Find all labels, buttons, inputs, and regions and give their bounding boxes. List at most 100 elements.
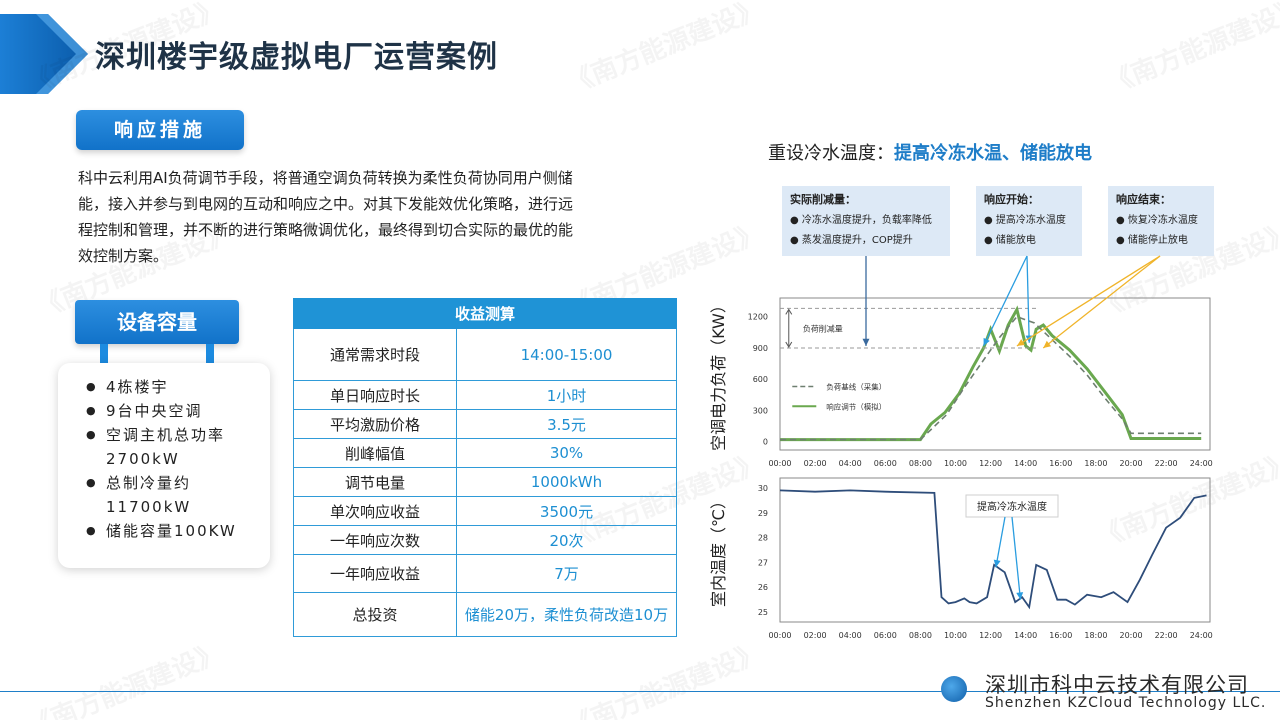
note-title: 响应结束： xyxy=(1116,193,1171,206)
x-tick-label: 14:00 xyxy=(1014,459,1037,468)
callout-arrow-temp xyxy=(1011,516,1022,600)
chart-frame-1 xyxy=(779,477,1211,623)
y-tick-label: 300 xyxy=(753,406,768,415)
right-title-prefix: 重设冷水温度： xyxy=(768,143,894,164)
x-tick-label: 20:00 xyxy=(1119,459,1142,468)
callout-arrow-reduction-head xyxy=(862,338,870,346)
table-value: 1小时 xyxy=(456,380,677,410)
table-row: 单次响应收益 3500元 xyxy=(293,496,677,526)
table-row: 调节电量 1000kWh xyxy=(293,467,677,497)
note-reduction: 实际削减量： ● 冷冻水温度提升，负载率降低 ● 蒸发温度提升，COP提升 xyxy=(782,186,950,256)
table-row: 通常需求时段 14:00-15:00 xyxy=(293,328,677,381)
note-item: ● 恢复冷冻水温度 xyxy=(1116,215,1198,226)
callout-arrow-start xyxy=(983,255,1028,347)
x-tick-label: 12:00 xyxy=(979,631,1002,640)
equipment-item: 9台中央空调 xyxy=(86,399,266,423)
x-tick-label: 00:00 xyxy=(768,459,791,468)
equipment-item: 储能容量100KW xyxy=(86,519,266,543)
series-temperature-line xyxy=(779,489,1207,610)
note-start: 响应开始： ● 提高冷冻水温度 ● 储能放电 xyxy=(976,186,1082,256)
y-tick-label: 26 xyxy=(758,583,768,592)
revenue-table: 收益测算 通常需求时段 14:00-15:00 单日响应时长 1小时 平均激励价… xyxy=(293,298,677,637)
footer-divider xyxy=(0,691,1280,692)
page-title: 深圳楼宇级虚拟电厂运营案例 xyxy=(95,40,498,75)
revenue-table-header: 收益测算 xyxy=(293,298,677,329)
connector-stem-left xyxy=(100,344,108,366)
equipment-list: 4栋楼宇 9台中央空调 空调主机总功率2700kW 总制冷量约11700kW 储… xyxy=(86,375,266,543)
x-tick-label: 02:00 xyxy=(804,631,827,640)
table-value: 储能20万，柔性负荷改造10万 xyxy=(456,592,677,637)
company-name-cn: 深圳市科中云技术有限公司 xyxy=(985,673,1249,697)
note-item: ● 储能停止放电 xyxy=(1116,235,1188,246)
x-tick-label: 24:00 xyxy=(1190,459,1213,468)
table-row: 一年响应收益 7万 xyxy=(293,554,677,593)
table-value: 3.5元 xyxy=(456,409,677,439)
table-row: 平均激励价格 3.5元 xyxy=(293,409,677,439)
note-title: 响应开始： xyxy=(984,193,1039,206)
measures-label: 响应措施 xyxy=(76,110,244,150)
note-item: ● 提高冷冻水温度 xyxy=(984,215,1066,226)
x-tick-label: 02:00 xyxy=(804,459,827,468)
callout-arrow-end-head xyxy=(1016,339,1025,346)
annotation-label: 提高冷冻水温度 xyxy=(977,500,1047,513)
x-tick-label: 14:00 xyxy=(1014,631,1037,640)
table-row: 单日响应时长 1小时 xyxy=(293,380,677,410)
y-tick-label: 30 xyxy=(758,484,768,493)
reduction-arrowhead-top xyxy=(785,308,793,315)
table-key: 一年响应次数 xyxy=(293,525,457,555)
table-row: 一年响应次数 20次 xyxy=(293,525,677,555)
x-tick-label: 10:00 xyxy=(944,459,967,468)
table-key: 通常需求时段 xyxy=(293,328,457,381)
company-logo-icon xyxy=(941,676,967,702)
series-response-line xyxy=(780,305,1202,442)
y-tick-label: 29 xyxy=(758,509,768,518)
table-key: 削峰幅值 xyxy=(293,438,457,468)
header-chevron-decoration xyxy=(0,14,88,94)
x-tick-label: 08:00 xyxy=(909,631,932,640)
callout-arrow-end xyxy=(1042,255,1161,349)
table-key: 单次响应收益 xyxy=(293,496,457,526)
table-key: 单日响应时长 xyxy=(293,380,457,410)
callout-arrow-temp-head xyxy=(993,559,1001,568)
y-axis-label: 室内温度（℃） xyxy=(709,493,728,607)
equipment-item: 总制冷量约11700kW xyxy=(86,471,266,519)
y-tick-label: 900 xyxy=(753,344,768,353)
measures-text: 科中云利用AI负荷调节手段，将普通空调负荷转换为柔性负荷协同用户侧储能，接入并参… xyxy=(78,169,574,265)
connector-stem-right xyxy=(206,344,214,366)
table-value: 20次 xyxy=(456,525,677,555)
x-tick-label: 10:00 xyxy=(944,631,967,640)
x-tick-label: 08:00 xyxy=(909,459,932,468)
x-tick-label: 16:00 xyxy=(1049,459,1072,468)
y-tick-label: 28 xyxy=(758,534,768,543)
note-item: ● 冷冻水温度提升，负载率降低 xyxy=(790,215,932,226)
callout-arrow-start-head xyxy=(983,337,990,346)
note-end: 响应结束： ● 恢复冷冻水温度 ● 储能停止放电 xyxy=(1108,186,1214,256)
x-tick-label: 00:00 xyxy=(768,631,791,640)
y-tick-label: 0 xyxy=(763,438,768,447)
x-tick-label: 04:00 xyxy=(839,631,862,640)
y-tick-label: 25 xyxy=(758,608,768,617)
table-row: 总投资 储能20万，柔性负荷改造10万 xyxy=(293,592,677,637)
right-title-highlight: 提高冷冻水温、储能放电 xyxy=(894,143,1092,164)
right-title: 重设冷水温度：提高冷冻水温、储能放电 xyxy=(768,139,1092,165)
x-tick-label: 22:00 xyxy=(1155,631,1178,640)
legend-label: 负荷基线（采集） xyxy=(826,381,886,391)
table-key: 平均激励价格 xyxy=(293,409,457,439)
table-value: 1000kWh xyxy=(456,467,677,497)
x-tick-label: 18:00 xyxy=(1084,459,1107,468)
callout-arrow-start xyxy=(1026,255,1030,343)
x-tick-label: 06:00 xyxy=(874,631,897,640)
reduction-arrowhead-bottom xyxy=(785,341,793,348)
table-key: 总投资 xyxy=(293,592,457,637)
legend-label: 响应调节（模拟） xyxy=(826,401,886,411)
y-tick-label: 1200 xyxy=(748,313,768,322)
callout-arrow-temp xyxy=(995,516,1006,568)
x-tick-label: 20:00 xyxy=(1119,631,1142,640)
equipment-item: 空调主机总功率2700kW xyxy=(86,423,266,471)
chart-frame-0 xyxy=(779,297,1211,451)
note-item: ● 储能放电 xyxy=(984,235,1036,246)
callout-arrow-end xyxy=(1016,255,1161,347)
x-tick-label: 22:00 xyxy=(1155,459,1178,468)
company-name-en: Shenzhen KZCloud Technology LLC. xyxy=(985,695,1267,711)
